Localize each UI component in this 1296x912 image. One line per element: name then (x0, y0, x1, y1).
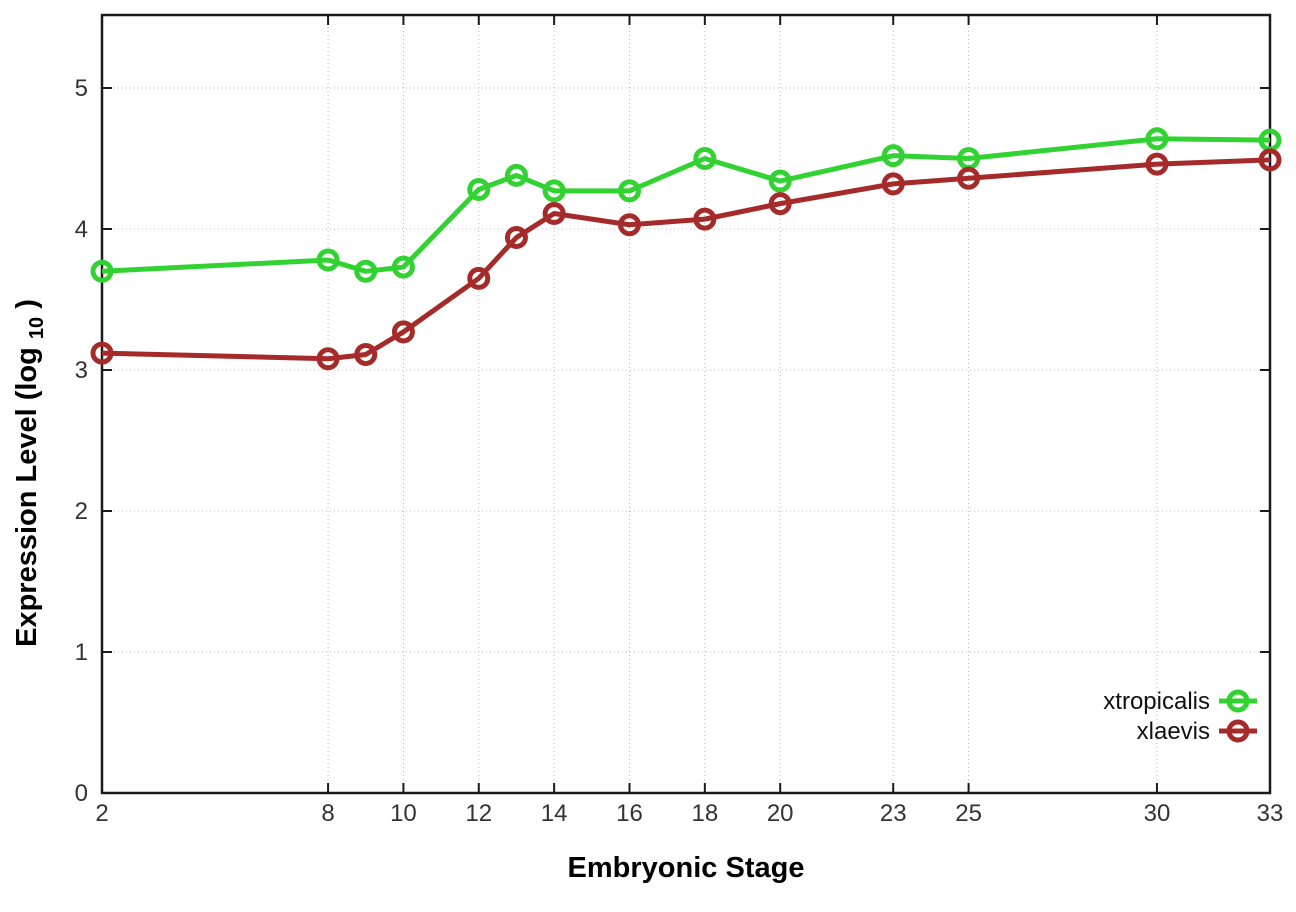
y-axis-title-main: Expression Level (log (11, 347, 43, 647)
x-tick-label: 18 (691, 800, 718, 827)
x-tick-label: 30 (1144, 800, 1171, 827)
gridlines (102, 15, 1270, 793)
plot-border (100, 13, 1272, 795)
x-tick-label: 2 (95, 800, 108, 827)
series-xtropicalis (90, 127, 1282, 283)
y-tick-labels: 0 1 2 3 4 5 (75, 75, 88, 807)
data-point (881, 144, 905, 168)
data-point (504, 225, 528, 249)
series-lines-and-points (90, 127, 1282, 371)
y-axis-title-subscript: 10 (26, 317, 48, 339)
y-tick-label: 5 (75, 75, 88, 102)
y-tick-label: 4 (75, 216, 88, 243)
data-point (391, 320, 415, 344)
x-tick-label: 12 (465, 800, 492, 827)
data-point (1145, 127, 1169, 151)
data-point (542, 179, 566, 203)
x-tick-label: 14 (541, 800, 568, 827)
legend-entry-xtropicalis: xtropicalis (1103, 688, 1257, 715)
legend-label-xtropicalis: xtropicalis (1103, 688, 1210, 715)
legend-marker-xlaevis (1226, 719, 1250, 743)
data-point (693, 207, 717, 231)
data-point (467, 178, 491, 202)
legend-marker-xtropicalis (1226, 689, 1250, 713)
data-point (316, 248, 340, 272)
series-xlaevis (90, 148, 1282, 371)
data-point (354, 342, 378, 366)
y-tick-label: 3 (75, 357, 88, 384)
x-tick-label: 10 (390, 800, 417, 827)
data-point (354, 259, 378, 283)
axis-ticks (101, 15, 1271, 794)
y-axis-title: Expression Level (log 10 ) (11, 299, 50, 647)
x-tick-label: 25 (955, 800, 982, 827)
x-tick-label: 33 (1257, 800, 1284, 827)
data-point (617, 179, 641, 203)
data-point (90, 341, 114, 365)
x-tick-label: 20 (767, 800, 794, 827)
y-tick-label: 0 (75, 780, 88, 807)
legend-entry-xlaevis: xlaevis (1137, 718, 1257, 745)
x-axis-title: Embryonic Stage (568, 852, 805, 884)
x-tick-label: 8 (321, 800, 334, 827)
data-point (768, 169, 792, 193)
y-axis-title-end: ) (11, 299, 43, 309)
data-point (391, 255, 415, 279)
legend-label-xlaevis: xlaevis (1137, 718, 1210, 745)
data-point (1258, 148, 1282, 172)
data-point (957, 166, 981, 190)
data-point (316, 347, 340, 371)
x-tick-label: 23 (880, 800, 907, 827)
data-point (881, 172, 905, 196)
data-point (90, 259, 114, 283)
x-tick-label: 16 (616, 800, 643, 827)
data-point (504, 163, 528, 187)
data-point (768, 192, 792, 216)
data-point (467, 266, 491, 290)
data-point (693, 147, 717, 170)
x-tick-labels: 2 8 10 12 14 16 18 20 23 25 30 33 (95, 800, 1283, 827)
data-point (617, 213, 641, 237)
data-point (542, 201, 566, 225)
series-line (101, 136, 1271, 274)
legend: xtropicalis xlaevis (1103, 688, 1257, 745)
y-tick-label: 1 (75, 639, 88, 666)
data-point (1145, 152, 1169, 176)
y-tick-label: 2 (75, 498, 88, 525)
